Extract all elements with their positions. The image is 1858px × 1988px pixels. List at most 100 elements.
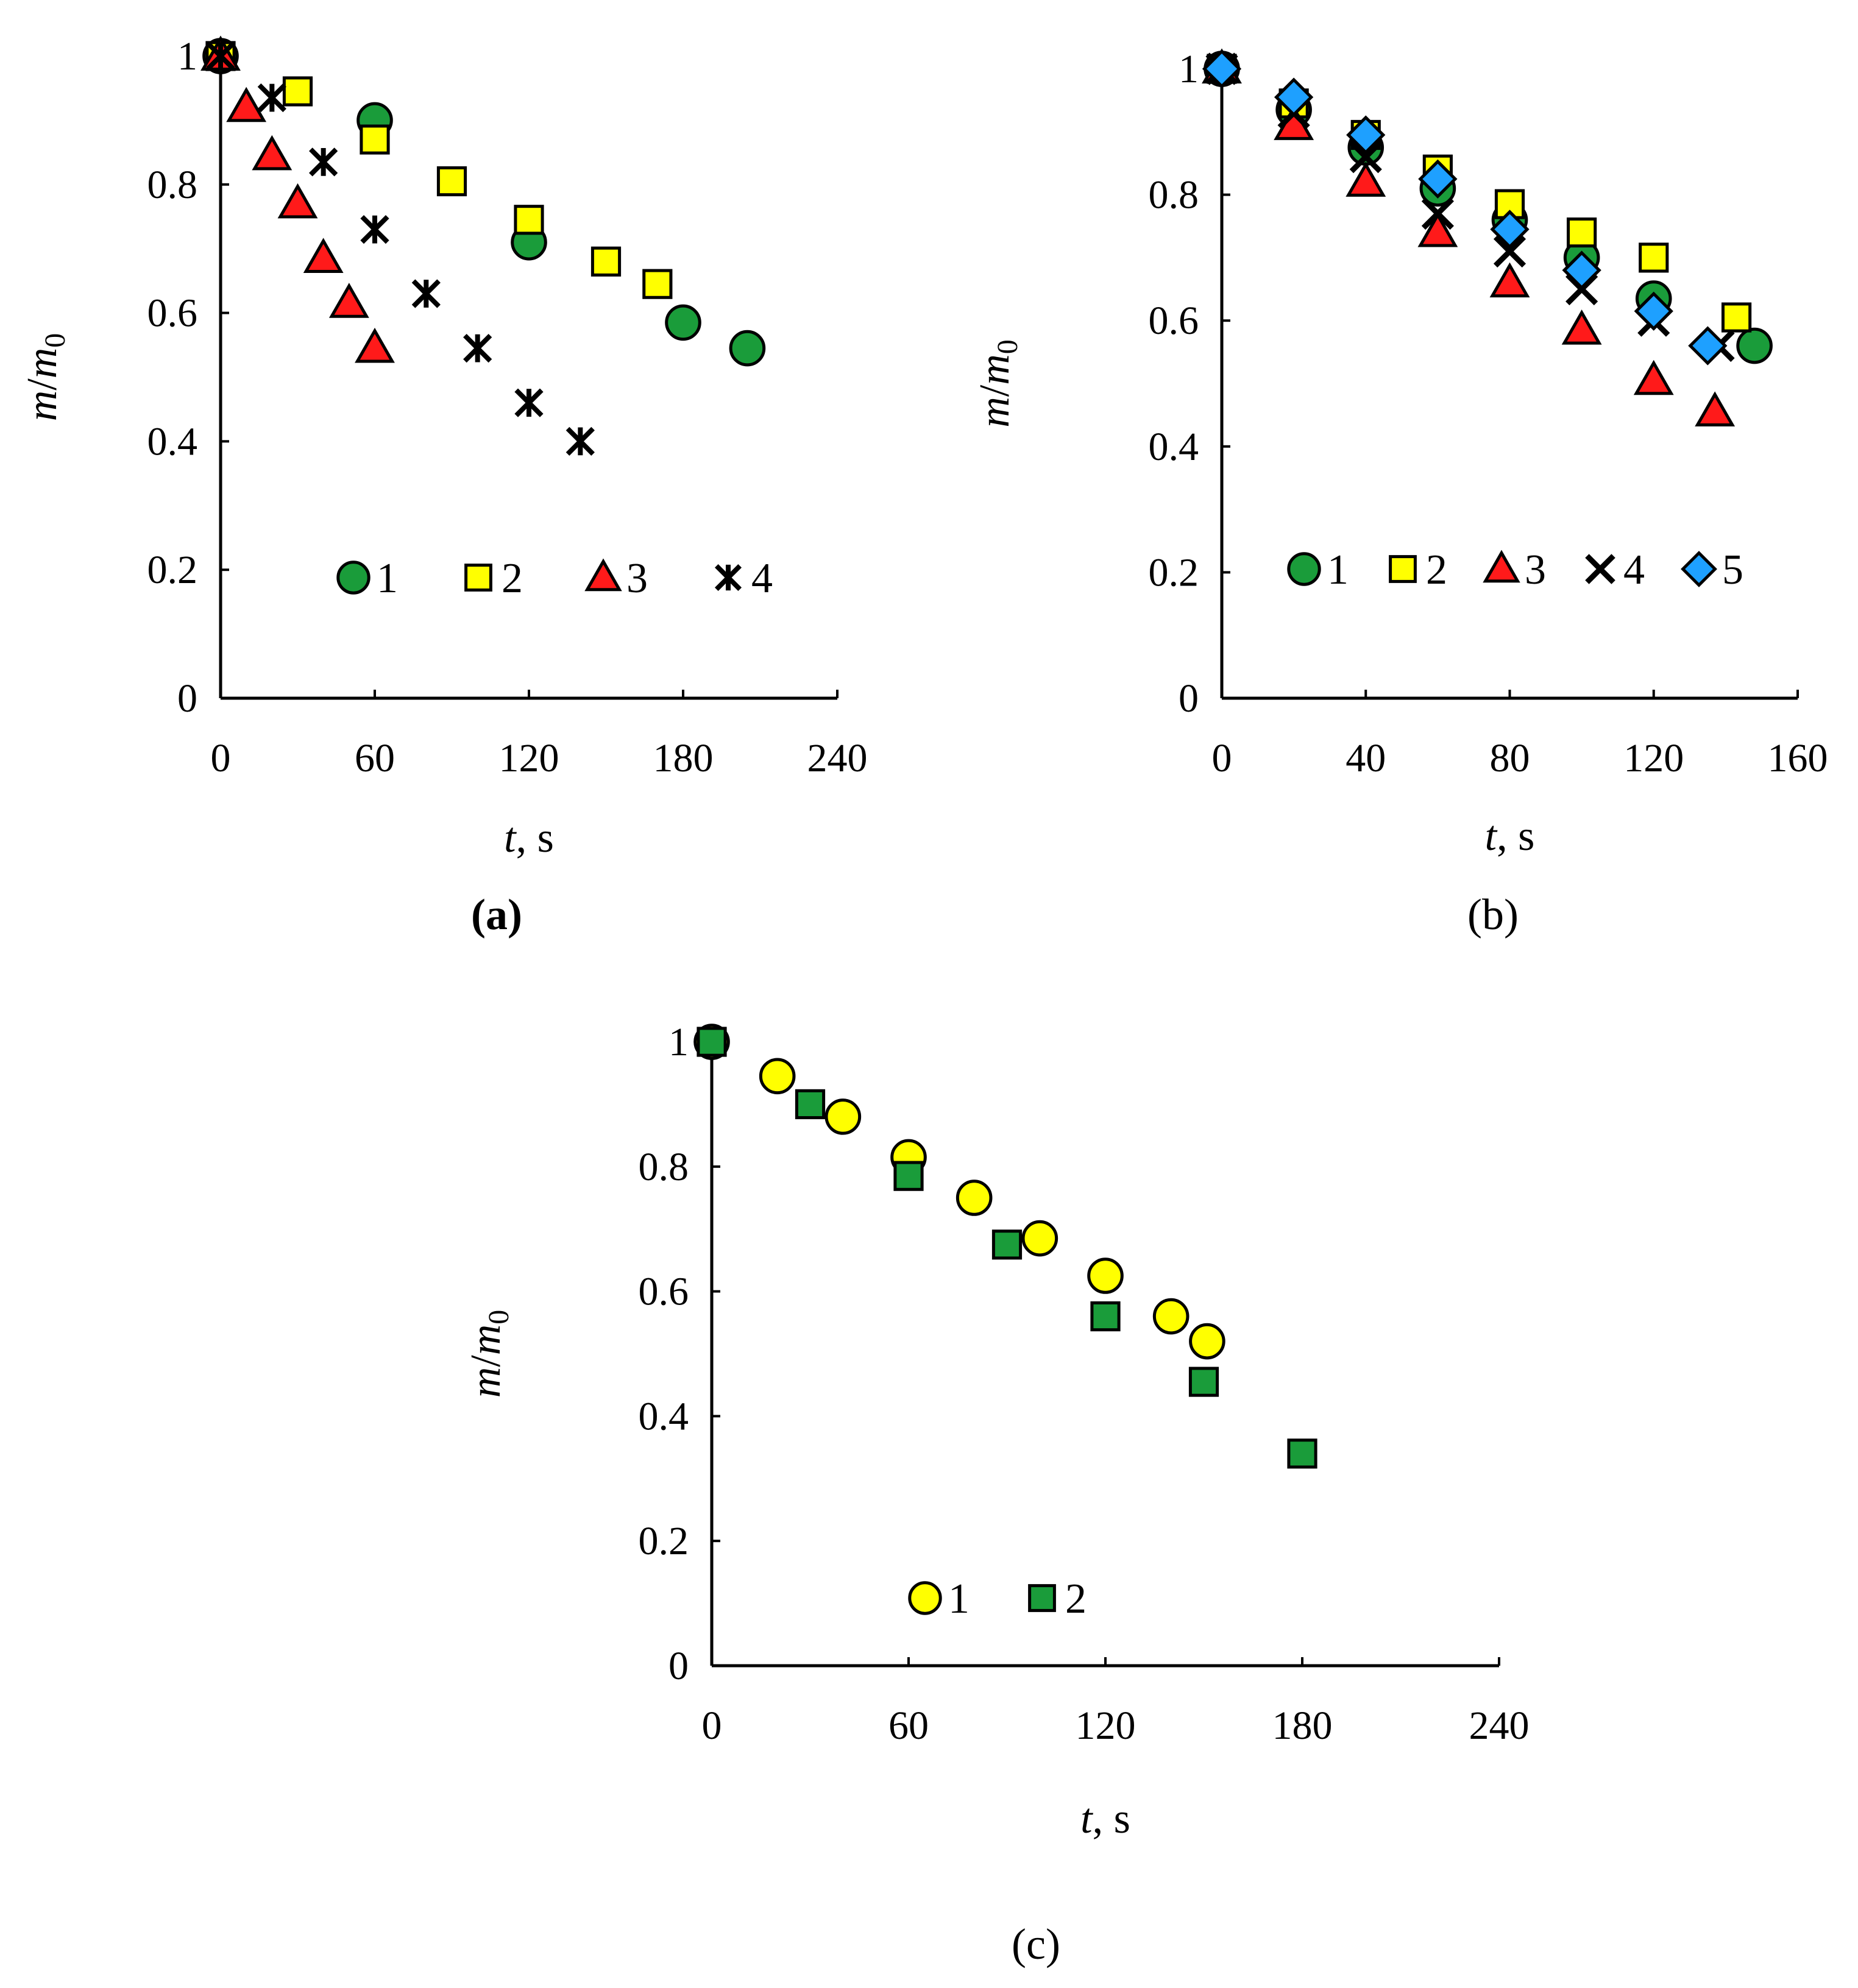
x-tick-label-b: 40: [1346, 736, 1386, 780]
panel-a: 0 0.2 0.4 0.6 0.8 1 0 60 120 180 240 t, s m/m0 1 2 3 4 (…: [19, 34, 868, 939]
x-tick-label-c: 0: [702, 1703, 722, 1748]
legend-label-a-4: 4: [751, 555, 773, 602]
panel-label-c: (c): [1012, 1920, 1060, 1969]
x-tick-label-b: 0: [1212, 736, 1232, 780]
data-point-a-s1: [729, 330, 766, 367]
data-point-c-s1: [1021, 1220, 1058, 1257]
series-a-3: [200, 35, 395, 363]
legend-marker-b-3: [1483, 550, 1520, 583]
x-tick-label-a: 60: [355, 736, 395, 780]
data-point-a-s2: [642, 269, 673, 299]
data-point-a-s4: [257, 83, 286, 113]
data-point-a-s4: [463, 333, 492, 363]
x-axis-title-b: t, s: [1485, 813, 1535, 860]
y-tick-label-c: 0: [668, 1644, 689, 1688]
legend-a: 1 2 3 4: [336, 555, 773, 602]
data-point-b-s5: [1490, 210, 1530, 249]
data-point-a-s4: [309, 147, 338, 177]
legend-marker-b-2: [1389, 555, 1417, 583]
data-point-a-s3: [355, 327, 395, 363]
x-tick-label-b: 120: [1623, 736, 1684, 780]
data-point-a-s4: [514, 388, 544, 417]
data-point-b-s3: [1561, 310, 1602, 345]
data-point-b-s2: [1721, 302, 1752, 333]
data-point-c-s2: [1287, 1438, 1317, 1469]
legend-marker-b-5: [1681, 551, 1717, 587]
y-axis-title-a: m/m0: [19, 333, 71, 422]
legend-marker-a-3: [584, 558, 622, 592]
y-tick-label-a: 0.8: [147, 163, 198, 207]
data-point-a-s3: [277, 183, 318, 219]
legend-b: 1 2 3 4 5: [1287, 547, 1743, 593]
legend-marker-b-4: [1585, 554, 1615, 584]
panel-label-a: (a): [471, 890, 522, 939]
legend-label-a-3: 3: [626, 555, 648, 602]
data-point-b-s3: [1489, 262, 1530, 298]
data-point-b-s3: [1346, 161, 1386, 197]
data-point-b-s2: [1567, 217, 1597, 248]
data-point-c-s1: [956, 1180, 993, 1216]
x-tick-label-b: 80: [1490, 736, 1530, 780]
legend-label-a-1: 1: [377, 555, 398, 602]
data-point-c-s1: [1087, 1258, 1124, 1294]
data-point-b-s4: [1421, 197, 1454, 230]
data-point-b-s4: [1493, 235, 1526, 268]
series-a-4: [206, 41, 595, 456]
data-point-a-s4: [206, 41, 235, 71]
data-point-b-s5: [1562, 250, 1601, 290]
data-point-b-s2: [1639, 242, 1669, 273]
data-point-a-s4: [411, 279, 441, 308]
data-point-b-s3: [1633, 359, 1674, 395]
data-point-c-s2: [795, 1089, 826, 1120]
x-tick-label-c: 180: [1272, 1703, 1333, 1748]
panel-b: 0 0.2 0.4 0.6 0.8 1 0 40 80 120 160 t, s m/m0 1 2 3 4 5 (…: [971, 47, 1828, 939]
legend-label-b-2: 2: [1426, 547, 1447, 593]
data-point-b-s4: [1349, 141, 1382, 174]
data-point-c-s2: [893, 1161, 924, 1191]
data-point-a-s3: [303, 238, 344, 273]
data-point-b-s1: [1736, 327, 1773, 364]
y-tick-label-a: 0.6: [147, 291, 198, 336]
x-tick-label-c: 120: [1076, 1703, 1136, 1748]
x-axis-title-a: t, s: [504, 815, 554, 861]
plot-area-a: 0 0.2 0.4 0.6 0.8 1 0 60 120 180 240 t, s m/m0 1 2 3 4: [19, 34, 868, 861]
x-axis-title-c: t, s: [1080, 1795, 1130, 1842]
data-point-c-s2: [1188, 1367, 1219, 1397]
plot-area-b: 0 0.2 0.4 0.6 0.8 1 0 40 80 120 160 t, s m/m0 1 2 3 4 5: [971, 47, 1828, 860]
legend-marker-a-4: [714, 564, 742, 592]
data-point-c-s2: [1090, 1301, 1121, 1332]
data-point-a-s2: [514, 205, 544, 235]
data-point-a-s2: [436, 166, 467, 197]
data-point-a-s2: [282, 76, 313, 107]
x-tick-label-b: 160: [1768, 736, 1828, 780]
legend-label-b-1: 1: [1327, 547, 1349, 593]
y-tick-label-b: 0.8: [1149, 173, 1199, 218]
data-point-a-s2: [360, 124, 390, 155]
legend-marker-c-2: [1028, 1584, 1056, 1612]
x-tick-label-a: 180: [653, 736, 714, 780]
data-point-b-s3: [1695, 391, 1736, 426]
legend-label-c-2: 2: [1065, 1576, 1087, 1622]
data-point-b-s3: [1417, 211, 1458, 247]
x-tick-label-a: 120: [499, 736, 559, 780]
y-tick-label-a: 1: [177, 34, 197, 79]
data-point-a-s4: [360, 214, 389, 244]
legend-label-a-2: 2: [502, 555, 523, 602]
y-tick-label-a: 0.2: [147, 548, 198, 592]
y-tick-label-b: 0.2: [1149, 550, 1199, 595]
legend-marker-c-1: [908, 1581, 942, 1615]
y-tick-label-b: 1: [1179, 47, 1199, 91]
legend-label-c-1: 1: [948, 1576, 970, 1622]
data-point-a-s3: [328, 283, 369, 318]
data-point-b-s5: [1418, 159, 1458, 199]
data-point-a-s1: [665, 304, 701, 341]
legend-label-b-3: 3: [1525, 547, 1546, 593]
y-axis-title-b: m/m0: [971, 339, 1024, 428]
legend-marker-b-1: [1287, 552, 1321, 586]
data-point-c-s1: [1189, 1323, 1225, 1360]
y-tick-label-b: 0.4: [1149, 425, 1199, 469]
y-tick-label-a: 0: [177, 676, 197, 721]
y-tick-label-b: 0: [1179, 676, 1199, 721]
